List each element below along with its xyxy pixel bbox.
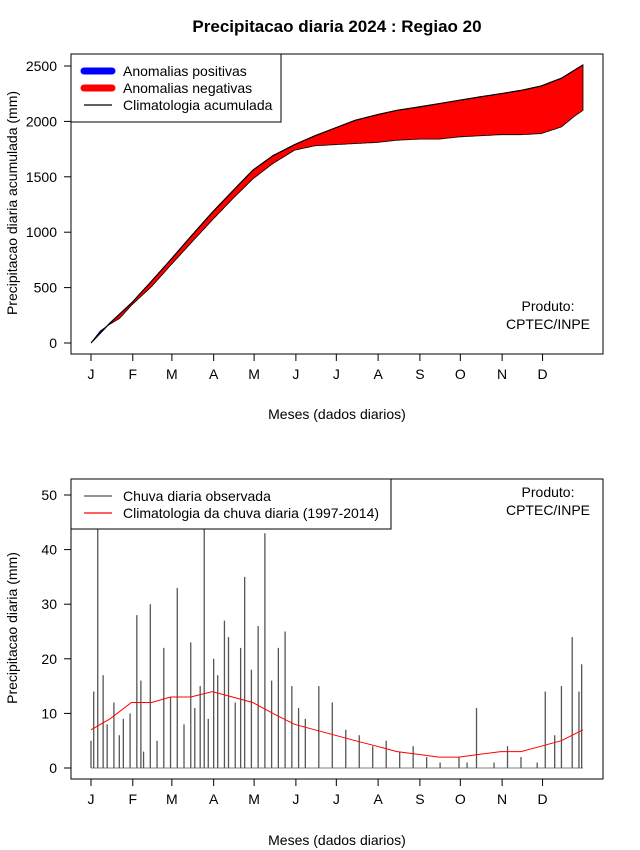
legend-box (70, 478, 392, 530)
cumulative-plot (90, 64, 584, 344)
product-label: Produto: (522, 484, 575, 500)
daily-legend: Chuva diaria observada Climatologia da c… (70, 478, 392, 530)
daily-y-axis: 0 10 20 30 40 50 (41, 487, 72, 776)
y-tick-label: 1000 (26, 224, 57, 240)
x-tick-label: F (129, 366, 138, 382)
y-tick-label: 0 (49, 760, 57, 776)
legend-entry: Anomalias positivas (123, 63, 247, 79)
x-tick-label: D (537, 791, 547, 807)
x-tick-label: J (333, 366, 340, 382)
product-label: CPTEC/INPE (506, 316, 590, 332)
y-tick-label: 2000 (26, 113, 57, 129)
legend-entry: Chuva diaria observada (123, 488, 271, 504)
legend-entry: Anomalias negativas (123, 80, 252, 96)
product-label: CPTEC/INPE (506, 502, 590, 518)
chart-title: Precipitacao diaria 2024 : Regiao 20 (192, 17, 481, 36)
x-tick-label: O (455, 366, 466, 382)
x-tick-label: D (537, 366, 547, 382)
x-tick-label: A (373, 366, 383, 382)
y-tick-label: 1500 (26, 169, 57, 185)
y-tick-label: 0 (49, 335, 57, 351)
daily-plot (90, 522, 584, 769)
daily-y-axis-label: Precipitacao diaria (mm) (4, 552, 20, 704)
x-tick-label: N (497, 366, 507, 382)
x-tick-label: S (415, 366, 424, 382)
x-tick-label: J (333, 791, 340, 807)
x-tick-label: J (88, 366, 95, 382)
x-tick-label: J (292, 366, 299, 382)
climatology-line (90, 64, 584, 344)
y-tick-label: 50 (41, 487, 57, 503)
x-tick-label: J (88, 791, 95, 807)
y-tick-label: 20 (41, 651, 57, 667)
climatology-line (90, 691, 584, 758)
y-tick-label: 40 (41, 542, 57, 558)
y-tick-label: 500 (34, 280, 58, 296)
x-tick-label: A (209, 791, 219, 807)
x-tick-label: M (248, 366, 260, 382)
x-tick-label: N (497, 791, 507, 807)
cumulative-y-axis-label: Precipitacao diaria acumulada (mm) (4, 91, 20, 315)
x-tick-label: A (209, 366, 219, 382)
cumulative-x-axis-label: Meses (dados diarios) (268, 406, 406, 422)
cumulative-legend: Anomalias positivas Anomalias negativas … (70, 53, 282, 123)
y-tick-label: 2500 (26, 58, 57, 74)
x-tick-label: M (248, 791, 260, 807)
x-tick-label: A (373, 791, 383, 807)
x-tick-label: S (415, 791, 424, 807)
x-tick-label: J (292, 791, 299, 807)
x-tick-label: M (166, 791, 178, 807)
cumulative-y-axis: 0 500 1000 1500 2000 2500 (26, 58, 72, 351)
x-tick-label: O (455, 791, 466, 807)
legend-entry: Climatologia acumulada (123, 97, 273, 113)
y-tick-label: 10 (41, 705, 57, 721)
product-label: Produto: (522, 298, 575, 314)
x-tick-label: M (166, 366, 178, 382)
x-tick-label: F (129, 791, 138, 807)
daily-x-axis-label: Meses (dados diarios) (268, 832, 406, 848)
legend-entry: Climatologia da chuva diaria (1997-2014) (123, 505, 379, 521)
y-tick-label: 30 (41, 596, 57, 612)
